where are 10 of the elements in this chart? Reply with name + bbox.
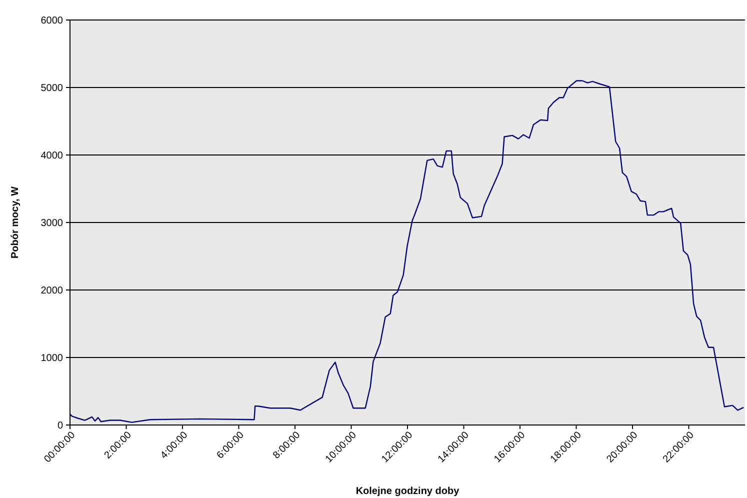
y-tick-label: 1000: [40, 353, 64, 364]
line-series: [69, 80, 744, 423]
y-tick-label: 6000: [40, 16, 64, 26]
y-tick-label: 4000: [40, 150, 64, 162]
x-axis-title: Kolejne godziny doby: [356, 486, 460, 497]
y-tick-label: 5000: [40, 83, 64, 94]
y-tick-label: 0: [57, 420, 64, 432]
y-tick-label: 2000: [40, 286, 64, 296]
y-axis-title: Pobór mocy, W: [10, 186, 21, 259]
y-tick-label: 3000: [40, 218, 64, 229]
